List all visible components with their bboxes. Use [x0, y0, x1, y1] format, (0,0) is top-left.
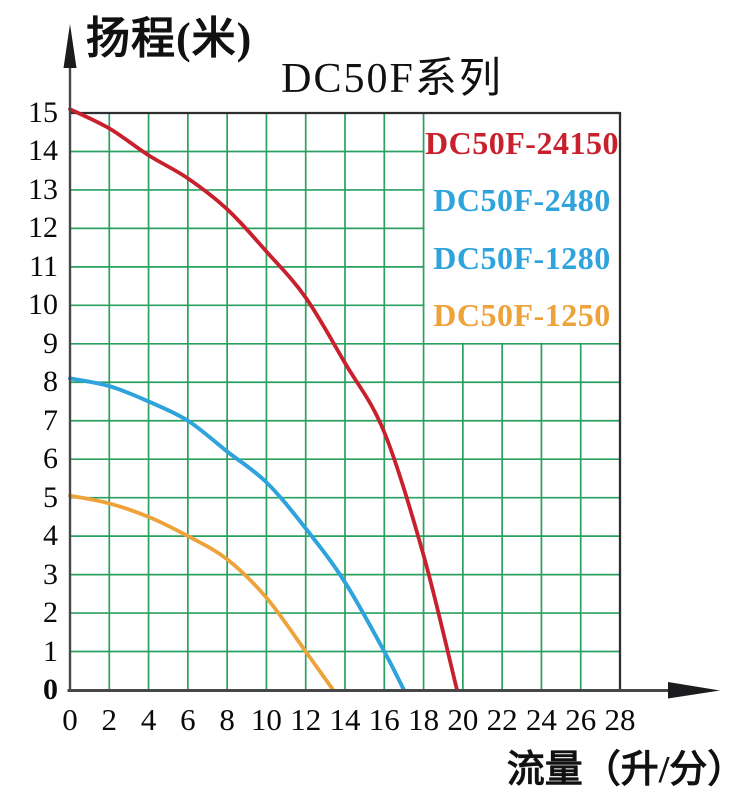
y-axis-arrow-icon	[63, 24, 77, 68]
y-tick-label: 6	[43, 442, 58, 476]
x-tick-label: 18	[408, 702, 440, 737]
y-tick-label: 11	[29, 249, 58, 283]
y-tick-label: 14	[28, 134, 58, 168]
x-tick-label: 8	[219, 702, 235, 737]
x-tick-label: 20	[447, 702, 479, 737]
x-axis-arrow-icon	[668, 682, 720, 699]
y-tick-label: 15	[28, 96, 58, 129]
curve-DC50F-1250	[68, 493, 336, 692]
y-tick-label: 10	[28, 288, 58, 322]
y-axis-title: 扬程(米)	[86, 14, 253, 63]
x-tick-label: 22	[486, 702, 518, 737]
y-tick-label: 5	[43, 480, 58, 514]
y-tick-label: 3	[43, 557, 58, 591]
y-tick-label: 13	[28, 172, 58, 206]
x-tick-label: 12	[290, 702, 322, 737]
x-axis-title: 流量（升/分）	[506, 749, 746, 788]
curve-DC50F-2480	[68, 376, 406, 692]
y-tick-label: 7	[43, 403, 58, 437]
chart-title: DC50F系列	[281, 56, 503, 102]
x-tick-label: 0	[62, 702, 78, 737]
legend-item: DC50F-1280	[433, 239, 611, 276]
y-tick-label: 4	[43, 519, 58, 553]
curve-DC50F-1280	[68, 376, 406, 692]
legend-item: DC50F-24150	[425, 124, 619, 161]
y-tick-label: 9	[43, 326, 58, 360]
x-tick-label: 26	[565, 702, 597, 737]
x-tick-label: 2	[101, 702, 118, 737]
legend-item: DC50F-2480	[433, 182, 611, 219]
x-tick-label: 24	[525, 702, 557, 737]
legend-item: DC50F-1250	[433, 297, 611, 334]
x-tick-label: 10	[250, 702, 282, 737]
y-tick-label: 8	[43, 365, 58, 399]
x-tick-label: 14	[329, 702, 361, 737]
legend-backdrop	[424, 114, 619, 343]
y-tick-label: 2	[43, 596, 58, 630]
x-tick-label: 6	[180, 702, 196, 737]
y-tick-label: 1	[43, 634, 58, 668]
curve-DC50F-24150	[68, 107, 459, 692]
y-tick-label: 12	[28, 211, 58, 245]
legend: DC50F-24150 DC50F-2480 DC50F-1280 DC50F-125…	[425, 114, 619, 344]
x-tick-label: 4	[140, 702, 157, 737]
x-tick-label: 28	[604, 702, 636, 737]
y-tick-label: 0	[43, 673, 58, 706]
x-tick-label: 16	[368, 702, 400, 737]
